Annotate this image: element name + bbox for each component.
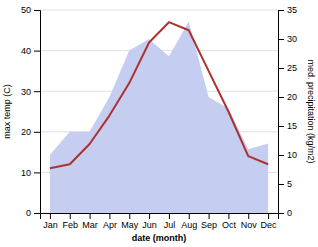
x-tick: Nov <box>241 213 258 230</box>
x-tick-mark <box>248 213 249 219</box>
y2-tick: 35 <box>278 5 297 15</box>
y-tick-mark <box>34 91 40 92</box>
y2-tick: 25 <box>278 63 297 73</box>
x-tick: May <box>121 213 139 230</box>
x-tick-mark <box>109 213 110 219</box>
y2-tick: 15 <box>278 121 297 131</box>
y-tick-label: 40 <box>21 46 31 56</box>
x-tick: Apr <box>103 213 117 230</box>
x-tick: Sep <box>201 213 217 230</box>
y2-tick-mark <box>278 39 284 40</box>
x-tick-label: Jun <box>142 220 157 230</box>
y2-tick: 0 <box>278 208 292 218</box>
y-axis-line <box>34 11 41 214</box>
y-tick-label: 50 <box>21 5 31 15</box>
marks <box>50 22 268 213</box>
y-tick: 40 <box>21 46 40 56</box>
x-tick-mark <box>50 213 51 219</box>
y-tick: 50 <box>21 5 40 15</box>
y2-tick-label: 35 <box>287 5 297 15</box>
y2-tick-mark <box>278 97 284 98</box>
background <box>0 0 318 247</box>
x-tick-mark <box>129 213 130 219</box>
y2-tick: 30 <box>278 34 297 44</box>
x-tick-mark <box>169 213 170 219</box>
y-tick-label: 10 <box>21 168 31 178</box>
y-axis: 0 10 20 30 40 50 <box>21 5 41 218</box>
y2-tick-mark <box>278 184 284 185</box>
y2-tick-mark <box>278 126 284 127</box>
x-axis: Jan Feb Mar Apr MayJun Jul Aug Sep Oct NovDec <box>41 213 279 230</box>
x-tick: Jan <box>43 213 58 230</box>
y2-tick-label: 10 <box>287 150 297 160</box>
y-tick-label: 30 <box>21 87 31 97</box>
y-tick-mark <box>34 51 40 52</box>
x-tick-mark <box>189 213 190 219</box>
x-tick-label: Aug <box>181 220 197 230</box>
y-tick-label: 20 <box>21 127 31 137</box>
precip-area <box>50 22 268 213</box>
y2-axis: 0 5 10 15 20 25 30 35 <box>278 5 297 218</box>
x-tick: Dec <box>261 213 278 230</box>
x-tick-label: Oct <box>222 220 237 230</box>
y-tick: 10 <box>21 168 40 178</box>
y-tick-label: 0 <box>26 208 31 218</box>
y2-tick: 5 <box>278 179 292 189</box>
y2-tick-mark <box>278 213 284 214</box>
x-tick-mark <box>149 213 150 219</box>
x-tick: Jun <box>142 213 157 230</box>
y-tick: 0 <box>26 208 40 218</box>
y-tick-mark <box>34 10 40 11</box>
y2-axis-title: med. precipitation (kg/m2) <box>306 59 316 163</box>
y2-tick-label: 0 <box>287 208 292 218</box>
y-tick: 20 <box>21 127 40 137</box>
x-tick: Aug <box>181 213 197 230</box>
y-tick: 30 <box>21 87 40 97</box>
y2-tick-label: 25 <box>287 63 297 73</box>
y-axis-title: max temp (C) <box>2 84 12 139</box>
y2-tick: 20 <box>278 92 297 102</box>
y-tick-mark <box>34 172 40 173</box>
x-tick-mark <box>70 213 71 219</box>
temp-line <box>50 22 268 168</box>
y2-tick-mark <box>278 10 284 11</box>
x-tick: Jul <box>164 213 176 230</box>
x-tick-mark <box>90 213 91 219</box>
x-tick-mark <box>209 213 210 219</box>
x-tick: Feb <box>62 213 78 230</box>
grid-line <box>40 10 278 11</box>
y2-tick: 10 <box>278 150 297 160</box>
y2-tick-mark <box>278 68 284 69</box>
y2-tick-mark <box>278 155 284 156</box>
x-tick-label: May <box>121 220 139 230</box>
y2-tick-label: 5 <box>287 179 292 189</box>
x-tick-label: Apr <box>103 220 117 230</box>
x-tick-label: Mar <box>82 220 98 230</box>
x-tick-label: Jan <box>43 220 58 230</box>
x-tick-label: Feb <box>62 220 78 230</box>
x-tick-label: Dec <box>261 220 278 230</box>
x-tick-label: Sep <box>201 220 217 230</box>
x-tick-mark <box>268 213 269 219</box>
plot: Jan Feb Mar Apr MayJun Jul Aug Sep Oct NovDec 0 10 2… <box>21 5 297 230</box>
x-tick-label: Jul <box>164 220 176 230</box>
y2-tick-label: 30 <box>287 34 297 44</box>
chart: Jan Feb Mar Apr MayJun Jul Aug Sep Oct NovDec 0 10 2… <box>0 0 318 247</box>
x-tick-label: Nov <box>241 220 258 230</box>
x-axis-title: date (month) <box>132 233 187 243</box>
y-tick-mark <box>34 132 40 133</box>
x-tick: Mar <box>82 213 98 230</box>
y-tick-mark <box>34 213 40 214</box>
y2-tick-label: 15 <box>287 121 297 131</box>
grid <box>40 10 278 213</box>
y2-tick-label: 20 <box>287 92 297 102</box>
x-axis-line <box>41 214 279 220</box>
x-tick-mark <box>228 213 229 219</box>
y2-axis-line <box>279 11 285 214</box>
x-tick: Oct <box>222 213 237 230</box>
